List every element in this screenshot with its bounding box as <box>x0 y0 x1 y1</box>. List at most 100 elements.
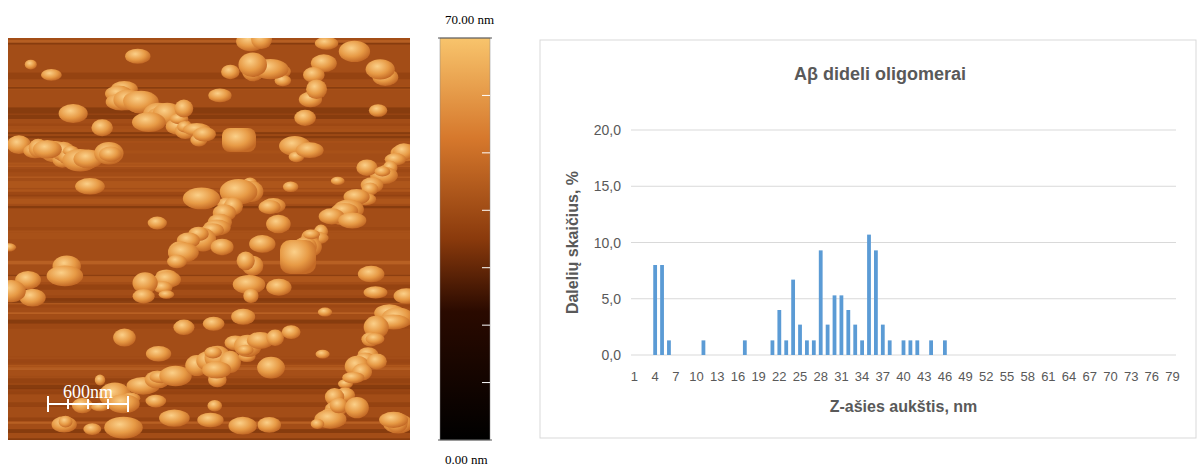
bar <box>1005 355 1009 356</box>
bar <box>722 355 726 356</box>
bar <box>971 355 975 356</box>
afm-particle <box>99 146 122 161</box>
afm-particle <box>338 212 366 228</box>
scale-bar-label: 600nm <box>63 382 113 402</box>
afm-particle <box>222 128 256 152</box>
x-tick-label: 64 <box>1062 369 1076 384</box>
bar <box>798 325 802 355</box>
bar <box>1136 355 1140 356</box>
page: 600nm0.00 nm70.00 nmAβ dideli oligomerai… <box>0 0 1202 468</box>
bar <box>1122 355 1126 356</box>
x-tick-label: 16 <box>731 369 745 384</box>
bar <box>812 340 816 355</box>
y-tick-label: 20,0 <box>594 122 621 138</box>
afm-particle <box>257 357 285 379</box>
afm-particle <box>318 308 332 317</box>
bar <box>736 355 740 356</box>
afm-particle <box>75 178 105 194</box>
afm-particle <box>204 347 222 359</box>
bar <box>750 355 754 356</box>
x-tick-label: 10 <box>689 369 703 384</box>
bar <box>674 355 678 356</box>
afm-particle <box>366 333 385 345</box>
afm-image <box>8 38 410 440</box>
bar <box>964 355 968 356</box>
afm-particle <box>208 89 231 103</box>
bar <box>840 295 844 355</box>
afm-particle <box>41 69 62 81</box>
afm-particle <box>294 110 316 126</box>
colorbar-tick <box>482 325 490 326</box>
afm-particle <box>243 289 258 303</box>
x-tick-label: 4 <box>652 369 659 384</box>
afm-particle <box>345 397 369 418</box>
afm-particle <box>258 417 282 433</box>
colorbar <box>440 38 490 440</box>
grid <box>631 130 1176 355</box>
afm-particle <box>59 104 88 123</box>
y-tick-label: 0,0 <box>602 347 622 363</box>
afm-streak <box>8 305 410 308</box>
bar <box>998 355 1002 356</box>
bar <box>695 355 699 356</box>
bar <box>1164 355 1168 356</box>
bar <box>743 340 747 355</box>
y-tick-label: 5,0 <box>602 291 622 307</box>
bar <box>909 340 913 355</box>
afm-particle <box>133 289 155 303</box>
x-tick-label: 49 <box>958 369 972 384</box>
bar <box>1143 355 1147 356</box>
bar <box>1012 355 1016 356</box>
y-tick-label: 15,0 <box>594 178 621 194</box>
afm-particle <box>221 65 239 79</box>
afm-particle <box>167 255 187 269</box>
afm-streak <box>8 181 410 188</box>
bar <box>688 355 692 356</box>
bar <box>915 340 919 355</box>
afm-particle <box>104 417 143 439</box>
bar <box>957 355 961 356</box>
bar <box>660 265 664 355</box>
bar <box>943 340 947 355</box>
bar <box>784 340 788 355</box>
afm-particle <box>83 423 101 435</box>
bar <box>729 355 733 356</box>
x-tick-label: 58 <box>1020 369 1034 384</box>
scale-bar-tick <box>47 396 49 412</box>
grid-line <box>631 242 1176 243</box>
bar <box>1109 355 1113 356</box>
afm-particle <box>266 279 291 296</box>
bar <box>1019 355 1023 356</box>
colorbar-tick <box>438 440 492 441</box>
afm-particle <box>174 100 193 118</box>
afm-particle <box>339 41 370 62</box>
bar <box>1171 355 1175 356</box>
x-tick-label: 34 <box>855 369 869 384</box>
afm-particle <box>366 59 395 79</box>
x-tick-label: 19 <box>751 369 765 384</box>
afm-particle <box>47 265 84 286</box>
afm-particle <box>91 119 113 136</box>
afm-particle <box>183 187 220 209</box>
afm-particle <box>316 350 330 359</box>
bar <box>791 280 795 355</box>
afm-particle <box>266 215 291 234</box>
afm-particle <box>125 49 150 64</box>
afm-particle <box>315 38 338 50</box>
bar <box>633 355 637 356</box>
afm-particle <box>146 395 167 408</box>
bar <box>1102 355 1106 356</box>
bar <box>639 355 643 356</box>
bar <box>991 355 995 356</box>
x-tick-label: 46 <box>938 369 952 384</box>
y-tick-label: 10,0 <box>594 235 621 251</box>
colorbar-label: 0.00 nm <box>445 452 488 467</box>
afm-particle <box>159 409 190 426</box>
x-tick-label: 70 <box>1103 369 1117 384</box>
bar <box>1026 355 1030 356</box>
chart-title: Aβ dideli oligomerai <box>794 64 966 84</box>
afm-particle <box>249 235 275 253</box>
afm-particle <box>364 286 388 298</box>
bar <box>950 355 954 356</box>
afm-background <box>8 38 410 440</box>
